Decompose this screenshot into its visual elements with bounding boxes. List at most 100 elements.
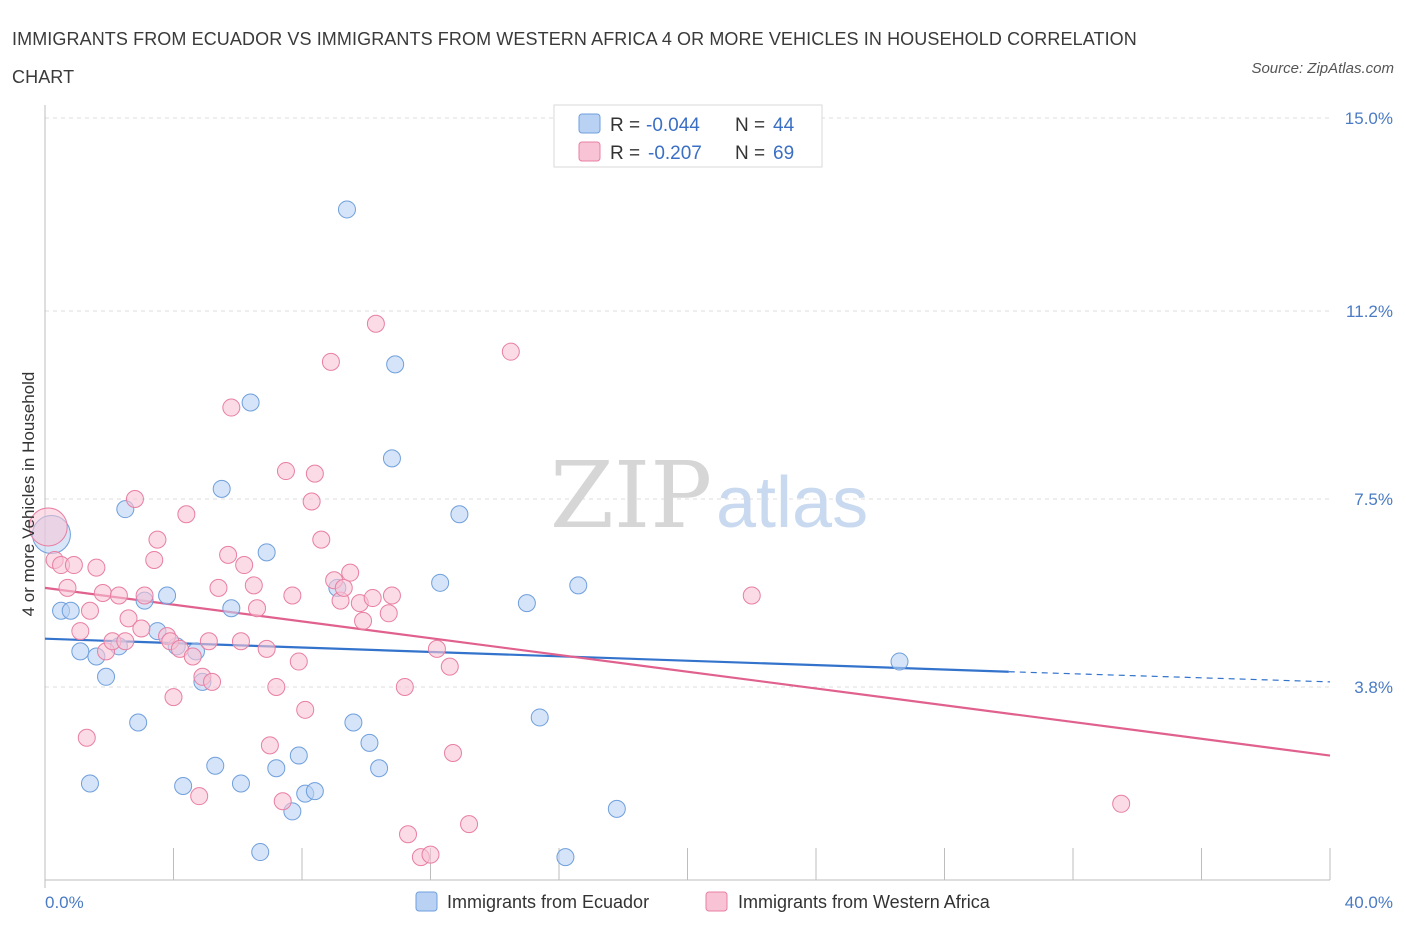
point-west-africa: [93, 583, 112, 602]
point-ecuador: [370, 759, 389, 778]
point-ecuador: [337, 200, 356, 219]
point-west-africa: [273, 792, 292, 811]
x-tick-label-max: 40.0%: [1345, 893, 1393, 912]
watermark-atlas: atlas: [716, 463, 868, 543]
point-west-africa: [219, 545, 238, 564]
point-west-africa: [395, 677, 414, 696]
point-west-africa: [183, 647, 202, 666]
point-west-africa: [501, 342, 520, 361]
data-points: [28, 200, 1131, 867]
point-ecuador: [267, 759, 286, 778]
point-west-africa: [366, 314, 385, 333]
point-west-africa: [443, 744, 462, 762]
point-west-africa: [354, 611, 373, 630]
point-west-africa: [190, 787, 209, 806]
point-ecuador: [344, 713, 363, 732]
point-ecuador: [174, 777, 193, 796]
legend-r-value-ecuador: -0.044: [646, 115, 700, 136]
point-west-africa: [177, 505, 196, 524]
point-west-africa: [267, 677, 286, 696]
chart-title: IMMIGRANTS FROM ECUADOR VS IMMIGRANTS FR…: [12, 29, 1137, 87]
point-west-africa: [276, 462, 295, 481]
point-west-africa: [119, 609, 138, 628]
point-ecuador: [569, 576, 588, 595]
y-axis-label: 4 or more Vehicles in Household: [19, 372, 38, 617]
watermark-zip: ZIP: [550, 442, 712, 549]
point-west-africa: [58, 578, 77, 597]
point-west-africa: [248, 599, 267, 618]
y-tick-label: 7.5%: [1354, 490, 1393, 509]
point-ecuador: [382, 449, 401, 468]
y-tick-label: 3.8%: [1354, 678, 1393, 697]
point-ecuador: [158, 586, 177, 605]
stats-legend: R = -0.044 N = 44 R = -0.207 N = 69: [553, 104, 823, 168]
legend-r-value-west-africa: -0.207: [648, 143, 702, 164]
trend-line-extension-ecuador: [1008, 671, 1331, 683]
point-west-africa: [244, 576, 263, 595]
point-west-africa: [77, 728, 96, 747]
point-west-africa: [257, 639, 276, 658]
point-west-africa: [283, 586, 302, 605]
legend-r-label-west-africa: R =: [610, 143, 640, 164]
point-west-africa: [109, 586, 128, 605]
point-west-africa: [302, 492, 321, 511]
point-west-africa: [289, 652, 308, 671]
point-ecuador: [517, 594, 536, 613]
point-ecuador: [360, 733, 379, 752]
point-ecuador: [257, 543, 276, 562]
legend-n-value-ecuador: 44: [773, 115, 795, 136]
source-label: Source: ZipAtlas.com: [1251, 60, 1394, 77]
series-legend-swatch-ecuador: [415, 891, 438, 912]
series-legend-label-ecuador: Immigrants from Ecuador: [447, 892, 649, 912]
point-ecuador: [251, 843, 270, 862]
series-legend-label-west-africa: Immigrants from Western Africa: [738, 892, 991, 912]
y-tick-labels: 3.8% 7.5% 11.2% 15.0%: [1345, 109, 1393, 697]
y-tick-label: 15.0%: [1345, 109, 1393, 128]
point-west-africa: [460, 815, 479, 834]
point-west-africa: [125, 490, 144, 508]
point-west-africa: [312, 530, 331, 549]
point-ecuador: [556, 848, 575, 867]
point-west-africa: [28, 507, 68, 547]
point-ecuador: [607, 799, 626, 818]
axes: [44, 105, 1331, 888]
point-ecuador: [450, 505, 469, 524]
point-west-africa: [71, 622, 90, 641]
x-tick-labels: 0.0% 40.0%: [45, 893, 1393, 912]
point-west-africa: [321, 352, 340, 371]
point-west-africa: [135, 586, 154, 605]
point-west-africa: [260, 736, 279, 755]
point-ecuador: [61, 601, 80, 620]
point-west-africa: [1112, 794, 1131, 813]
y-tick-label: 11.2%: [1346, 302, 1393, 321]
point-ecuador: [305, 782, 324, 801]
point-west-africa: [222, 398, 241, 417]
point-west-africa: [421, 845, 440, 864]
series-legend-swatch-west-africa: [705, 891, 728, 912]
point-west-africa: [399, 825, 418, 844]
point-ecuador: [206, 756, 225, 775]
point-west-africa: [80, 601, 99, 620]
point-west-africa: [199, 632, 218, 651]
point-west-africa: [87, 558, 106, 577]
point-west-africa: [203, 672, 222, 691]
point-west-africa: [341, 563, 360, 582]
legend-n-value-west-africa: 69: [773, 143, 794, 164]
point-ecuador: [231, 774, 250, 793]
point-west-africa: [116, 632, 135, 651]
point-west-africa: [231, 632, 250, 651]
legend-swatch-ecuador: [578, 113, 601, 134]
legend-n-label-west-africa: N =: [735, 143, 765, 164]
point-west-africa: [427, 639, 446, 658]
point-west-africa: [209, 578, 228, 597]
point-west-africa: [148, 530, 167, 549]
x-tick-label-min: 0.0%: [45, 893, 84, 912]
point-west-africa: [440, 657, 459, 676]
point-west-africa: [145, 550, 164, 569]
point-ecuador: [431, 573, 450, 592]
point-west-africa: [132, 619, 151, 638]
point-ecuador: [212, 479, 231, 498]
point-ecuador: [222, 599, 241, 618]
point-ecuador: [890, 652, 909, 671]
